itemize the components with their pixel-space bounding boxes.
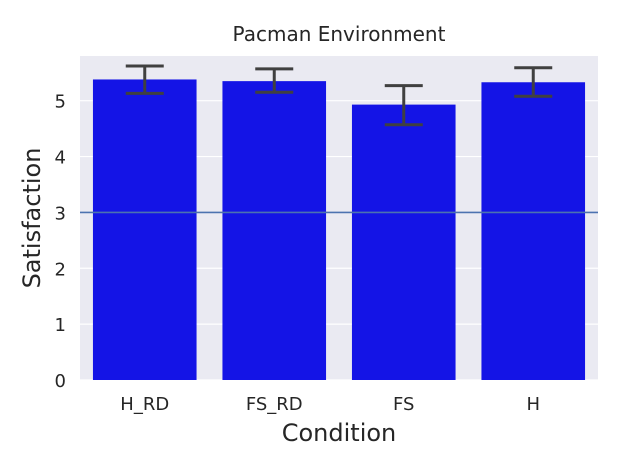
x-tick-label: FS_RD xyxy=(246,394,303,415)
y-tick-label: 3 xyxy=(55,203,66,224)
y-tick-label: 1 xyxy=(55,315,66,336)
y-tick-label: 2 xyxy=(55,259,66,280)
x-tick-label: FS xyxy=(393,394,414,415)
error-bar xyxy=(125,64,164,95)
chart-title: Pacman Environment xyxy=(233,22,446,46)
y-tick-labels: 0 1 2 3 4 5 xyxy=(55,92,66,392)
y-axis-label: Satisfaction xyxy=(18,148,46,289)
x-axis-label: Condition xyxy=(282,419,397,447)
error-bar xyxy=(255,67,294,94)
x-tick-labels: H_RD FS_RD FS H xyxy=(120,394,540,415)
y-tick-label: 4 xyxy=(55,148,66,169)
bar-fs xyxy=(351,104,456,380)
y-tick-label: 5 xyxy=(55,92,66,113)
bar-h xyxy=(481,82,586,380)
y-tick-label: 0 xyxy=(55,371,66,392)
bar-h-rd xyxy=(92,79,197,380)
error-bars xyxy=(125,64,553,127)
bar-fs-rd xyxy=(222,81,327,380)
x-tick-label: H xyxy=(526,394,540,415)
error-bar xyxy=(514,66,553,98)
error-bar xyxy=(384,84,423,127)
bars xyxy=(92,79,586,380)
x-tick-label: H_RD xyxy=(120,394,169,415)
